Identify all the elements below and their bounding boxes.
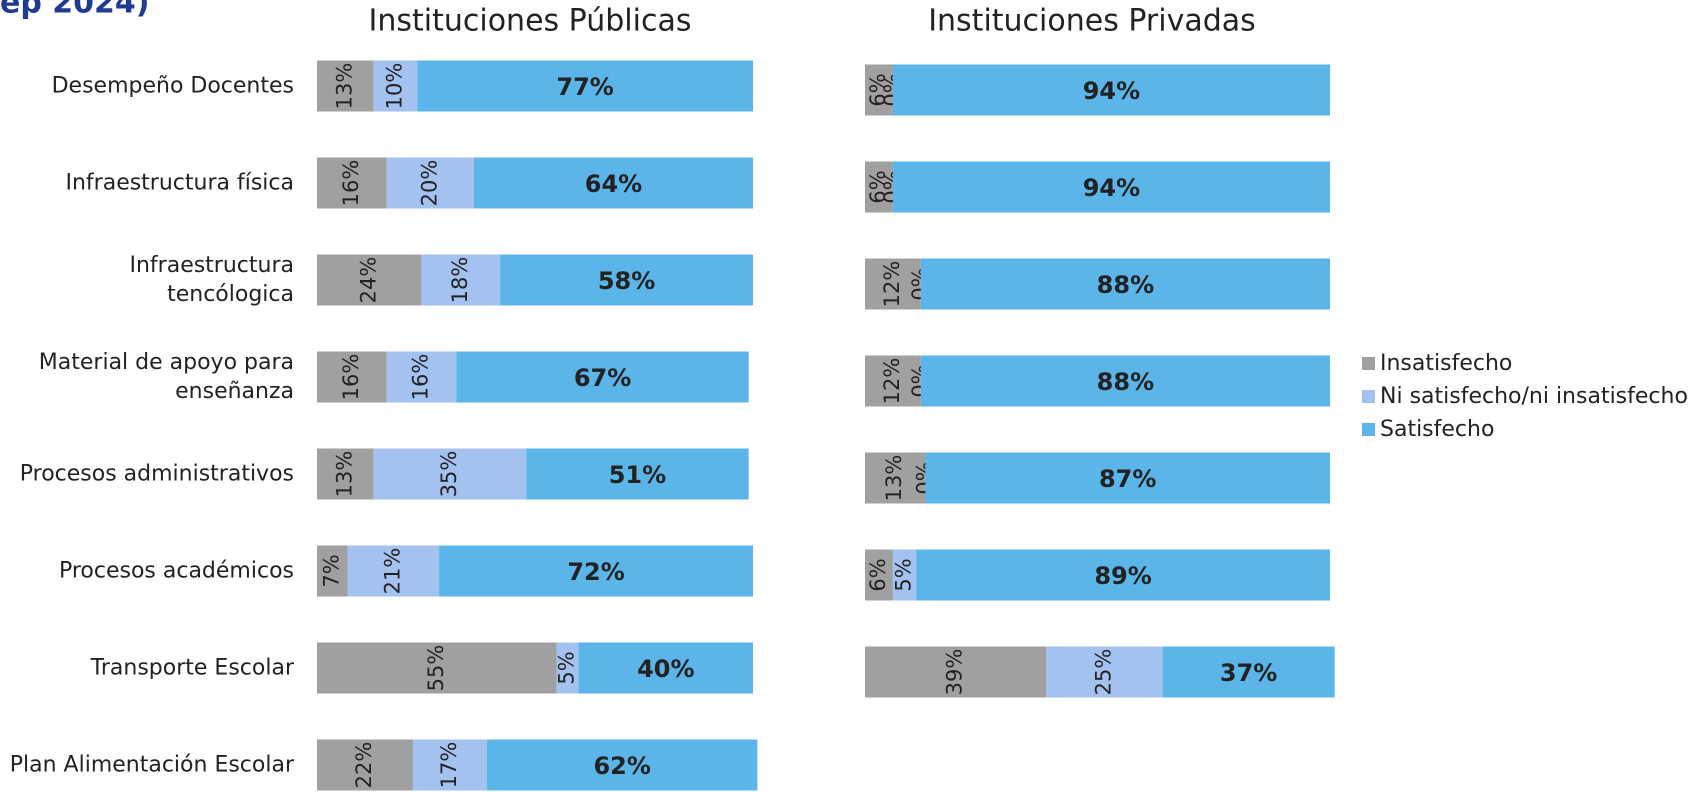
legend-swatch [1362,390,1375,403]
data-label: 5% [555,651,579,684]
data-label: 13% [882,455,906,502]
category-label: Infraestructura física [65,170,294,196]
bar-segment [865,549,893,601]
data-label: 25% [1091,649,1115,696]
bar-segment [865,258,921,310]
data-label: 21% [380,548,404,595]
data-label: 16% [409,354,433,401]
data-label: 94% [1083,77,1140,105]
bar-segment [317,545,348,597]
data-label: 7% [319,554,343,587]
legend-label: Satisfecho [1380,417,1494,442]
data-label: 22% [352,742,376,789]
data-label: 62% [593,752,650,780]
data-label: 94% [1083,174,1140,202]
data-label: 64% [585,170,642,198]
bar-segment [920,355,1330,407]
data-label: 40% [637,655,694,683]
bar-segment [456,351,749,403]
bar-segment [386,351,457,403]
data-label: 5% [892,558,916,591]
chart-title: Instituciones Públicas [369,4,692,39]
bar-segment [578,642,753,694]
category-label: Plan Alimentación Escolar [9,752,294,778]
data-label: 77% [556,73,613,101]
bar-segment [317,739,413,791]
bar-segment [317,157,387,209]
category-label: Transporte Escolar [90,655,294,681]
bar-segment [317,448,374,500]
bar-segment [920,258,1330,310]
data-label: 58% [598,267,655,295]
category-label: Material de apoyo para enseñanza [38,350,294,404]
bar-segment [892,161,1330,213]
bar-segment [865,64,893,116]
data-label: 12% [880,261,904,308]
bar-segment [417,60,753,112]
bar-segment [373,60,418,112]
bar-segment [473,157,753,209]
data-label: 16% [339,354,363,401]
bar-segment [865,161,893,213]
bar-segment [487,739,758,791]
bar-segment [865,452,926,504]
data-label: 10% [382,63,406,110]
bar-segment [865,355,921,407]
bar-segment [412,739,488,791]
legend-swatch [1362,423,1375,436]
data-label: 88% [1097,368,1154,396]
category-label: Desempeño Docentes [51,73,294,99]
data-label: 35% [437,451,461,498]
data-label: 20% [417,160,441,207]
bar-segment [526,448,749,500]
data-label: 51% [609,461,666,489]
bar-segment [373,448,527,500]
category-label: Procesos administrativos [19,461,294,487]
bar-segment [347,545,440,597]
category-label: Procesos académicos [58,558,294,584]
bar-segment [556,642,579,694]
bar-segment [892,549,917,601]
data-label: 39% [943,649,967,696]
bar-segment [1162,646,1335,698]
bar-segment [925,452,1330,504]
bar-segment [1046,646,1163,698]
data-label: 16% [339,160,363,207]
data-label: 13% [332,451,356,498]
data-label: 6% [866,558,890,591]
chart-title: Instituciones Privadas [928,4,1256,39]
data-label: 6% [866,73,890,106]
bar-segment [317,351,387,403]
page-title: ep 2024) [0,0,149,21]
legend-label: Ni satisfecho/ni insatisfecho [1380,384,1688,409]
bar-segment [439,545,753,597]
bar-segment [916,549,1330,601]
bar-segment [865,646,1047,698]
data-label: 72% [567,558,624,586]
bar-segment [421,254,501,306]
legend-swatch [1362,357,1375,370]
bar-segment [317,254,422,306]
data-label: 37% [1220,659,1277,687]
data-label: 24% [356,257,380,304]
bar-segment [892,64,1330,116]
data-label: 87% [1099,465,1156,493]
data-label: 13% [332,63,356,110]
data-label: 6% [866,170,890,203]
data-label: 18% [448,257,472,304]
data-label: 12% [880,358,904,405]
data-label: 55% [424,645,448,692]
data-label: 17% [437,742,461,789]
data-label: 88% [1097,271,1154,299]
bar-segment [317,642,557,694]
category-label: Infraestructura tencólogica [129,253,294,307]
bar-segment [386,157,474,209]
data-label: 89% [1094,562,1151,590]
bar-segment [500,254,753,306]
legend-label: Insatisfecho [1380,351,1512,376]
data-label: 67% [574,364,631,392]
bar-segment [317,60,374,112]
